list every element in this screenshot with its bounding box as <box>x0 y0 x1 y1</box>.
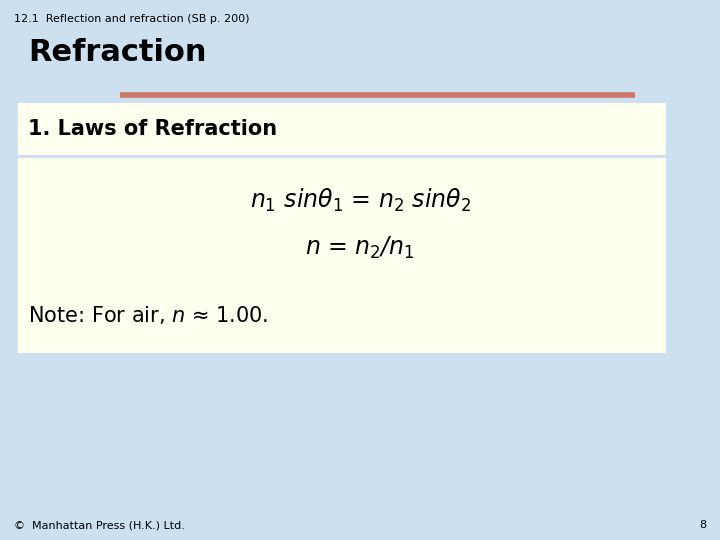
Text: 1. Laws of Refraction: 1. Laws of Refraction <box>28 119 277 139</box>
Text: Note: For air, $n$ ≈ 1.00.: Note: For air, $n$ ≈ 1.00. <box>28 304 269 326</box>
Text: Refraction: Refraction <box>28 38 207 67</box>
FancyBboxPatch shape <box>18 103 666 155</box>
Text: 12.1  Reflection and refraction (SB p. 200): 12.1 Reflection and refraction (SB p. 20… <box>14 14 250 24</box>
Text: $n$ = $n_2$/$n_1$: $n$ = $n_2$/$n_1$ <box>305 235 415 261</box>
Text: 8: 8 <box>699 520 706 530</box>
Text: $n_1$ sin$\theta_1$ = $n_2$ sin$\theta_2$: $n_1$ sin$\theta_1$ = $n_2$ sin$\theta_2… <box>250 186 470 214</box>
Text: ©  Manhattan Press (H.K.) Ltd.: © Manhattan Press (H.K.) Ltd. <box>14 520 185 530</box>
FancyBboxPatch shape <box>18 158 666 353</box>
